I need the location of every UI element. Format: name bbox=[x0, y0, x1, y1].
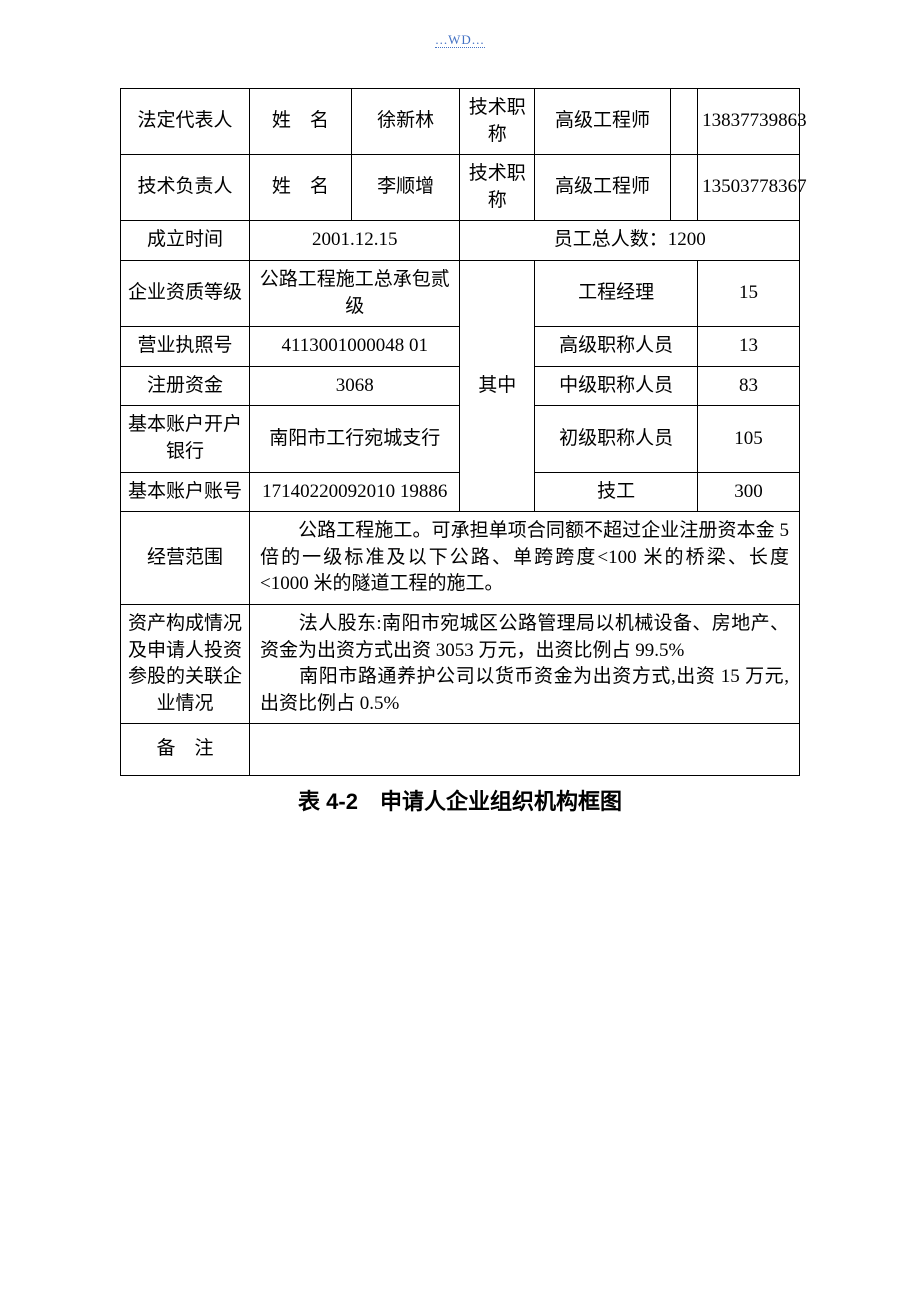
legal-rep-phone: 13837739863 bbox=[698, 89, 800, 155]
account-value: 17140220092010 19886 bbox=[250, 472, 460, 512]
license-value: 4113001000048 01 bbox=[250, 327, 460, 367]
tech-lead-phone: 13503778367 bbox=[698, 155, 800, 221]
table-row: 技术负责人 姓 名 李顺增 技术职称 高级工程师 13503778367 bbox=[121, 155, 800, 221]
mid-value: 83 bbox=[698, 366, 800, 406]
scope-value: 公路工程施工。可承担单项合同额不超过企业注册资本金 5 倍的一级标准及以下公路、… bbox=[250, 512, 800, 605]
empty-cell bbox=[670, 89, 697, 155]
remark-value bbox=[250, 724, 800, 776]
staff-total: 员工总人数：1200 bbox=[460, 221, 800, 261]
table-row: 法定代表人 姓 名 徐新林 技术职称 高级工程师 13837739863 bbox=[121, 89, 800, 155]
senior-value: 13 bbox=[698, 327, 800, 367]
page-header-mark: ...WD... bbox=[0, 0, 920, 88]
empty-cell bbox=[670, 155, 697, 221]
tech-lead-title: 高级工程师 bbox=[535, 155, 671, 221]
license-label: 营业执照号 bbox=[121, 327, 250, 367]
mid-label: 中级职称人员 bbox=[535, 366, 698, 406]
table-row: 备 注 bbox=[121, 724, 800, 776]
assets-value: 法人股东:南阳市宛城区公路管理局以机械设备、房地产、资金为出资方式出资 3053… bbox=[250, 604, 800, 723]
assets-line2: 南阳市路通养护公司以货币资金为出资方式,出资 15 万元,出资比例占 0.5% bbox=[260, 664, 789, 717]
assets-line1: 法人股东:南阳市宛城区公路管理局以机械设备、房地产、资金为出资方式出资 3053… bbox=[260, 611, 789, 664]
name-label: 姓 名 bbox=[250, 155, 352, 221]
reg-capital-label: 注册资金 bbox=[121, 366, 250, 406]
tech-title-label: 技术职称 bbox=[460, 155, 535, 221]
remark-label: 备 注 bbox=[121, 724, 250, 776]
worker-value: 300 bbox=[698, 472, 800, 512]
bank-label: 基本账户开户银行 bbox=[121, 406, 250, 472]
qualification-value: 公路工程施工总承包贰级 bbox=[250, 260, 460, 326]
reg-capital-value: 3068 bbox=[250, 366, 460, 406]
figure-title: 表 4-2 申请人企业组织机构框图 bbox=[120, 784, 800, 816]
founded-value: 2001.12.15 bbox=[250, 221, 460, 261]
legal-rep-name: 徐新林 bbox=[351, 89, 460, 155]
table-row: 成立时间 2001.12.15 员工总人数：1200 bbox=[121, 221, 800, 261]
pm-label: 工程经理 bbox=[535, 260, 698, 326]
table-row: 资产构成情况及申请人投资参股的关联企业情况 法人股东:南阳市宛城区公路管理局以机… bbox=[121, 604, 800, 723]
worker-label: 技工 bbox=[535, 472, 698, 512]
page-content: 法定代表人 姓 名 徐新林 技术职称 高级工程师 13837739863 技术负… bbox=[0, 88, 920, 816]
account-label: 基本账户账号 bbox=[121, 472, 250, 512]
table-row: 经营范围 公路工程施工。可承担单项合同额不超过企业注册资本金 5 倍的一级标准及… bbox=[121, 512, 800, 605]
senior-label: 高级职称人员 bbox=[535, 327, 698, 367]
junior-label: 初级职称人员 bbox=[535, 406, 698, 472]
legal-rep-label: 法定代表人 bbox=[121, 89, 250, 155]
applicant-info-table: 法定代表人 姓 名 徐新林 技术职称 高级工程师 13837739863 技术负… bbox=[120, 88, 800, 776]
table-row: 企业资质等级 公路工程施工总承包贰级 其中 工程经理 15 bbox=[121, 260, 800, 326]
tech-title-label: 技术职称 bbox=[460, 89, 535, 155]
legal-rep-title: 高级工程师 bbox=[535, 89, 671, 155]
name-label: 姓 名 bbox=[250, 89, 352, 155]
bank-value: 南阳市工行宛城支行 bbox=[250, 406, 460, 472]
qualification-label: 企业资质等级 bbox=[121, 260, 250, 326]
pm-value: 15 bbox=[698, 260, 800, 326]
founded-label: 成立时间 bbox=[121, 221, 250, 261]
assets-label: 资产构成情况及申请人投资参股的关联企业情况 bbox=[121, 604, 250, 723]
tech-lead-name: 李顺增 bbox=[351, 155, 460, 221]
junior-value: 105 bbox=[698, 406, 800, 472]
scope-label: 经营范围 bbox=[121, 512, 250, 605]
breakdown-label: 其中 bbox=[460, 260, 535, 511]
tech-lead-label: 技术负责人 bbox=[121, 155, 250, 221]
